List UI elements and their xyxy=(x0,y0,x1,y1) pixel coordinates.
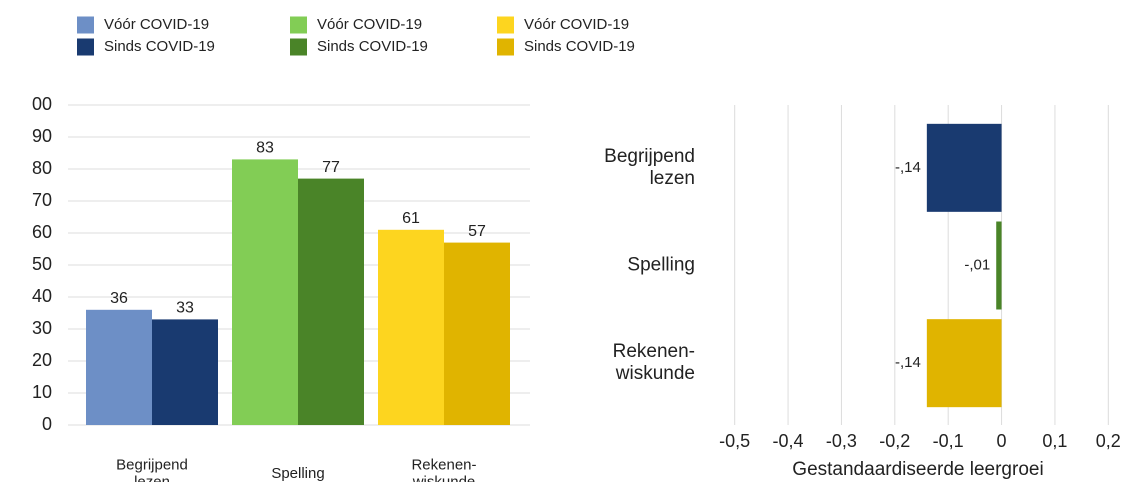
x-tick-label: Begrijpend lezen xyxy=(116,456,188,482)
bar xyxy=(926,123,1002,212)
y-tick-label: 50 xyxy=(32,254,52,274)
data-label: -,01 xyxy=(964,256,990,273)
bar xyxy=(298,178,364,425)
y-tick-label: 0 xyxy=(42,414,52,434)
x-tick-label: Rekenen-wiskunde xyxy=(411,456,476,482)
bar xyxy=(378,229,444,425)
x-tick-label: -0,4 xyxy=(773,431,804,451)
y-tick-label: Begrijpend lezen xyxy=(604,146,695,189)
data-label: -,14 xyxy=(895,159,921,176)
y-tick-label: 30 xyxy=(32,318,52,338)
legend-swatch xyxy=(77,38,94,56)
legend-swatch xyxy=(497,38,514,56)
bar xyxy=(444,242,510,425)
legend-label: Sinds COVID-19 xyxy=(104,38,215,55)
x-axis-title: Gestandaardiseerde leergroei xyxy=(792,459,1043,480)
legend-swatch xyxy=(290,16,307,34)
y-tick-label: 20 xyxy=(32,350,52,370)
x-tick-label: -0,2 xyxy=(879,431,910,451)
data-label: -,14 xyxy=(895,354,921,371)
data-label: 36 xyxy=(110,290,128,307)
data-label: 77 xyxy=(322,159,340,176)
bar xyxy=(232,159,298,425)
x-tick-label: Spelling xyxy=(271,465,324,482)
y-tick-label: 70 xyxy=(32,190,52,210)
x-tick-label: -0,5 xyxy=(719,431,750,451)
legend-label: Vóór COVID-19 xyxy=(317,16,422,33)
x-tick-label: -0,3 xyxy=(826,431,857,451)
legend-swatch xyxy=(497,16,514,34)
data-label: 57 xyxy=(468,223,486,240)
bar xyxy=(86,309,152,425)
legend-label: Sinds COVID-19 xyxy=(317,38,428,55)
legend-label: Sinds COVID-19 xyxy=(524,38,635,55)
data-label: 61 xyxy=(402,210,420,227)
legend-swatch xyxy=(290,38,307,56)
y-tick-label: Rekenen-wiskunde xyxy=(613,341,695,384)
y-tick-label: 40 xyxy=(32,286,52,306)
y-tick-label: 60 xyxy=(32,222,52,242)
legend-label: Vóór COVID-19 xyxy=(104,16,209,33)
data-label: 33 xyxy=(176,300,194,317)
legend-swatch xyxy=(77,16,94,34)
x-tick-label: 0,1 xyxy=(1042,431,1067,451)
y-tick-label: 80 xyxy=(32,158,52,178)
y-tick-label: 00 xyxy=(32,94,52,114)
y-tick-label: 10 xyxy=(32,382,52,402)
data-label: 83 xyxy=(256,140,274,157)
legend-label: Vóór COVID-19 xyxy=(524,16,629,33)
x-tick-label: 0,2 xyxy=(1096,431,1121,451)
bar xyxy=(926,319,1002,408)
y-tick-label: 90 xyxy=(32,126,52,146)
bar xyxy=(152,319,218,425)
x-tick-label: 0 xyxy=(997,431,1007,451)
y-tick-label: Spelling xyxy=(627,255,695,276)
bar xyxy=(996,221,1002,310)
x-tick-label: -0,1 xyxy=(933,431,964,451)
